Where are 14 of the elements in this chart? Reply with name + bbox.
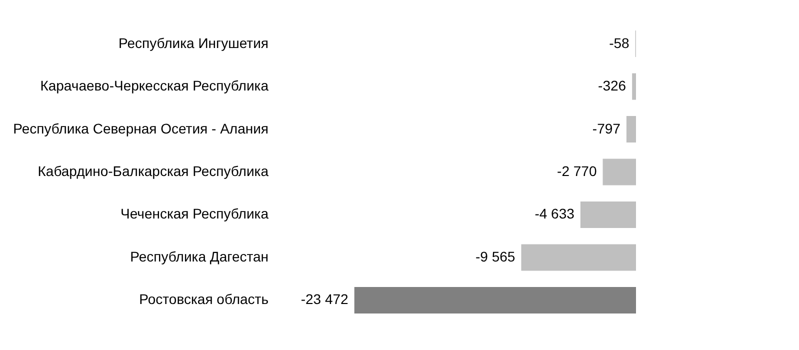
data-label: -326 — [598, 78, 626, 94]
data-label: -4 633 — [534, 206, 575, 222]
y-tick-label: Ростовская область — [139, 291, 268, 308]
y-tick-label: Карачаево-Черкесская Республика — [40, 78, 269, 94]
y-tick-label: Республика Дагестан — [130, 248, 268, 264]
data-label: -797 — [592, 120, 621, 136]
data-label: -9 565 — [476, 248, 516, 264]
y-tick-label: Республика Северная Осетия - Алания — [13, 120, 268, 136]
data-label: -58 — [609, 34, 630, 51]
data-label: -2 770 — [557, 163, 597, 179]
y-tick-label: Чеченская Республика — [120, 206, 269, 222]
data-label: -23 472 — [300, 291, 349, 308]
y-tick-label: Республика Ингушетия — [118, 34, 268, 51]
y-tick-label: Кабардино-Балкарская Республика — [38, 163, 269, 179]
